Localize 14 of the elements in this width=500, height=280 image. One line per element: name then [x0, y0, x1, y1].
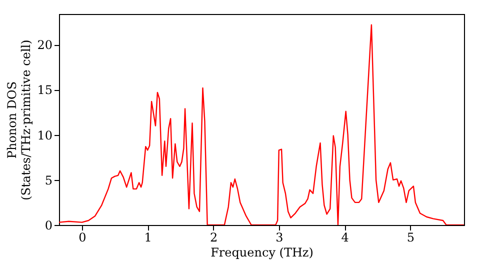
y-tick-label: 20	[37, 38, 52, 52]
y-axis-title: Phonon DOS (States/THz·primitive cell)	[5, 40, 34, 200]
y-tick-label: 5	[44, 173, 52, 188]
x-tick-label: 5	[406, 230, 414, 244]
x-tick-label: 3	[276, 230, 284, 244]
line-series	[59, 24, 464, 225]
x-tick-label: 2	[210, 230, 218, 244]
x-axis-title: Frequency (THz)	[210, 246, 314, 260]
y-tick-label: 10	[37, 128, 52, 142]
x-tick-label: 4	[341, 230, 350, 244]
x-tick-label: 1	[144, 230, 152, 244]
x-tick-label: 0	[78, 230, 86, 244]
y-tick-label: 0	[44, 218, 52, 232]
y-tick-label: 15	[37, 83, 52, 98]
